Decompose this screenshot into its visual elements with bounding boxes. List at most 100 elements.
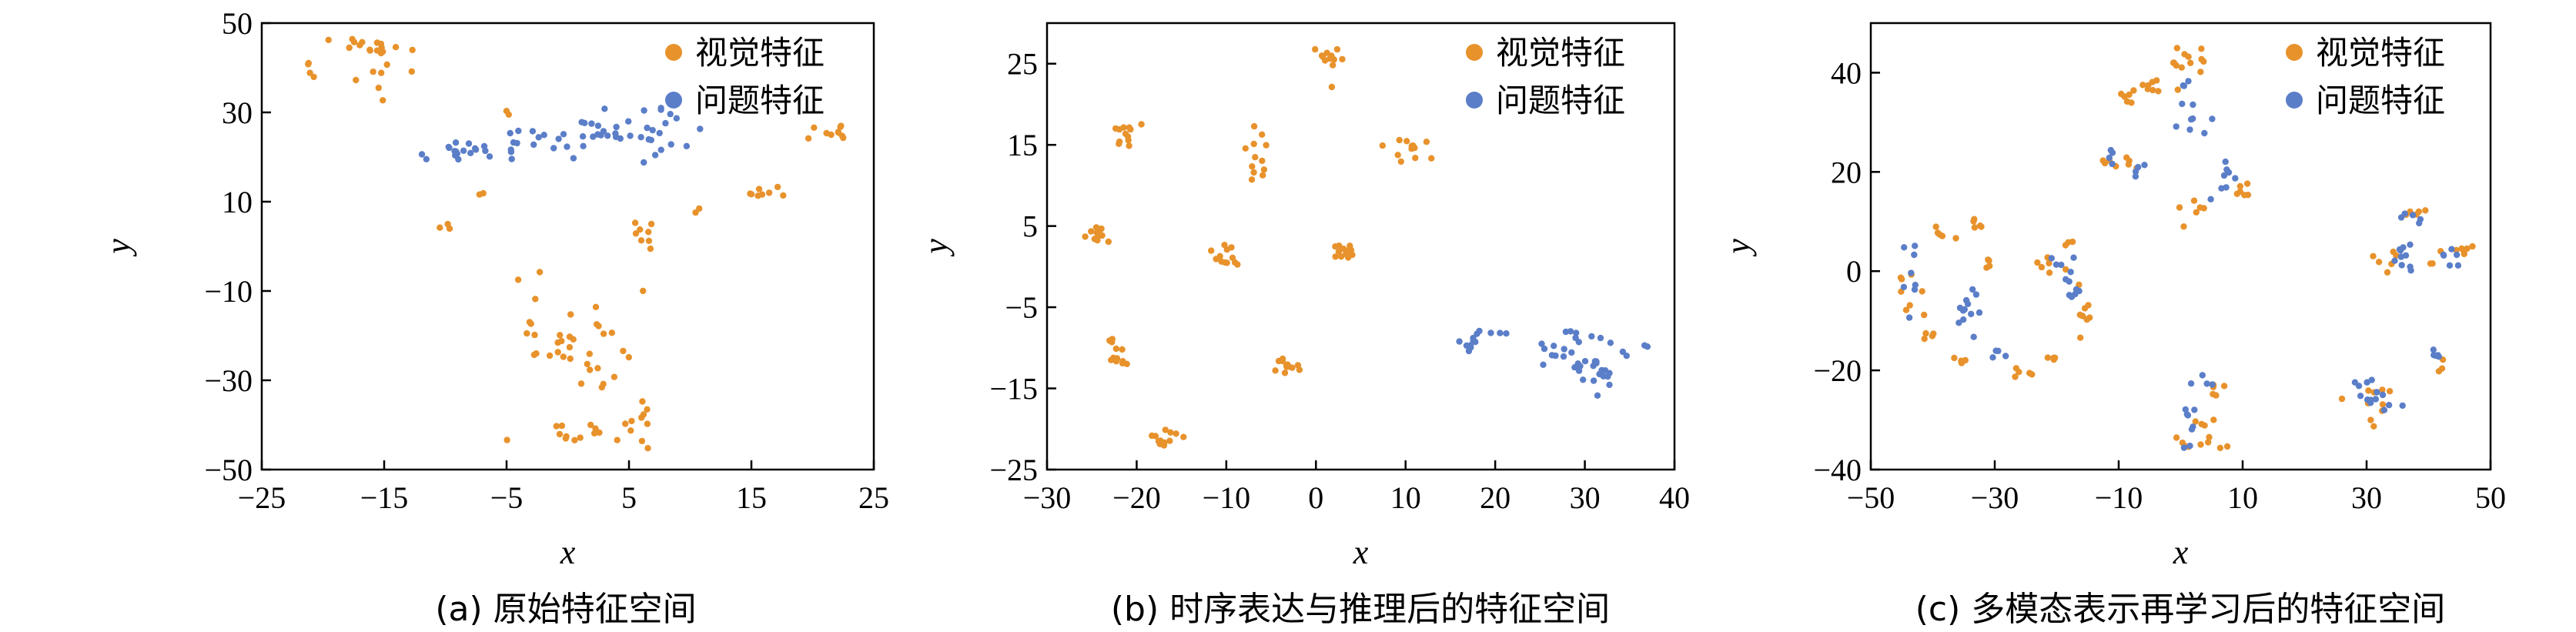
- data-point: [2149, 86, 2156, 94]
- data-point: [1122, 130, 1129, 137]
- data-point: [588, 120, 595, 127]
- data-point: [2062, 266, 2069, 273]
- data-point: [325, 36, 332, 44]
- data-point: [596, 429, 603, 436]
- data-point: [1607, 339, 1614, 346]
- data-point: [2174, 86, 2181, 93]
- data-point: [1992, 347, 1999, 354]
- data-point: [2429, 260, 2436, 267]
- data-point: [1397, 158, 1405, 166]
- data-point: [378, 44, 385, 52]
- data-point: [628, 417, 635, 425]
- x-tick-label: −15: [360, 480, 409, 515]
- data-point: [2190, 101, 2196, 109]
- data-point: [2109, 160, 2116, 168]
- plot-frame-a: [260, 22, 875, 471]
- data-point: [1912, 242, 1919, 249]
- series-c-0: [1897, 45, 2476, 452]
- y-tick-label: 50: [222, 6, 253, 41]
- caption-b: (b) 时序表达与推理后的特征空间: [1111, 590, 1610, 629]
- data-point: [1112, 345, 1120, 353]
- y-tick-label: −15: [989, 372, 1038, 406]
- data-point: [2399, 402, 2406, 410]
- data-point: [2170, 59, 2177, 66]
- data-point: [2190, 423, 2196, 430]
- data-point: [644, 420, 651, 427]
- data-point: [480, 142, 488, 150]
- data-point: [567, 355, 574, 363]
- data-point: [2081, 305, 2089, 312]
- x-tick-label: 50: [2475, 480, 2506, 515]
- data-point: [505, 111, 512, 118]
- data-point: [631, 219, 639, 226]
- data-point: [445, 143, 452, 151]
- data-point: [540, 132, 547, 139]
- data-point: [774, 183, 781, 191]
- data-point: [1250, 122, 1258, 130]
- data-point: [2198, 420, 2205, 428]
- data-point: [2026, 370, 2033, 376]
- data-point: [601, 105, 608, 112]
- y-tick-label: −25: [989, 453, 1038, 487]
- data-point: [1470, 337, 1477, 344]
- data-point: [566, 343, 574, 351]
- data-point: [1906, 302, 1913, 309]
- data-point: [2225, 169, 2233, 176]
- data-point: [524, 329, 530, 337]
- data-point: [1337, 253, 1345, 260]
- data-point: [1590, 377, 1597, 384]
- data-point: [467, 149, 474, 156]
- data-point: [637, 237, 645, 244]
- legend-label: 问题特征: [1496, 82, 1625, 119]
- data-point: [451, 148, 458, 155]
- data-point: [662, 119, 669, 127]
- data-point: [1593, 358, 1600, 365]
- data-point: [657, 105, 664, 112]
- data-point: [1580, 376, 1587, 383]
- data-point: [1456, 338, 1463, 345]
- data-point: [584, 360, 590, 368]
- data-point: [2398, 262, 2405, 269]
- data-point: [2201, 129, 2208, 137]
- data-point: [2070, 254, 2077, 261]
- data-point: [1596, 370, 1603, 378]
- data-point: [1572, 334, 1579, 342]
- data-point: [683, 142, 691, 149]
- data-point: [2050, 356, 2057, 363]
- data-point: [1958, 359, 1965, 366]
- data-point: [530, 141, 537, 149]
- data-point: [608, 329, 615, 336]
- x-tick-label: 30: [1570, 480, 1601, 515]
- data-point: [465, 140, 473, 147]
- data-point: [2058, 261, 2065, 269]
- data-point: [1248, 176, 1256, 183]
- x-tick-label: −30: [1971, 480, 2019, 515]
- data-point: [1541, 345, 1548, 353]
- data-point: [1123, 360, 1130, 367]
- data-point: [2375, 259, 2383, 266]
- data-point: [2397, 214, 2405, 221]
- data-point: [613, 123, 620, 131]
- data-point: [1961, 306, 1968, 313]
- data-point: [2199, 372, 2206, 379]
- data-point: [586, 350, 593, 357]
- data-point: [667, 111, 674, 118]
- x-tick-label: 5: [621, 480, 637, 515]
- data-point: [2187, 115, 2195, 123]
- data-point: [2370, 423, 2377, 430]
- data-point: [2385, 402, 2393, 409]
- data-point: [555, 135, 562, 142]
- y-tick-label: −30: [204, 363, 253, 398]
- data-point: [1249, 163, 1256, 170]
- data-point: [2186, 443, 2193, 450]
- data-point: [1983, 264, 1990, 271]
- data-point: [1289, 364, 1296, 371]
- data-point: [2016, 369, 2022, 376]
- data-point: [755, 186, 763, 192]
- x-tick-label: −10: [2095, 480, 2143, 515]
- data-point: [1548, 352, 1556, 359]
- data-point: [532, 296, 539, 303]
